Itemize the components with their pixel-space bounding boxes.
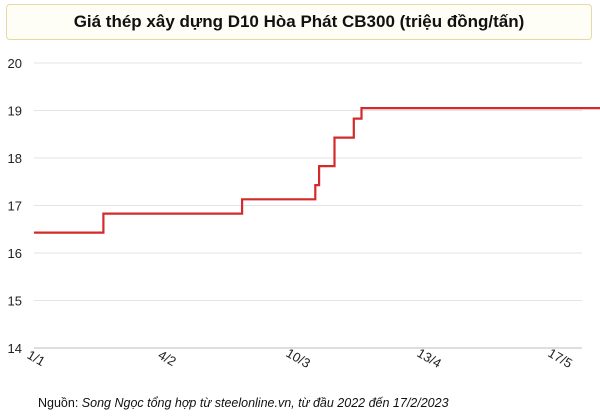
y-tick-label: 15 [8, 294, 22, 309]
y-tick-label: 17 [8, 199, 22, 214]
y-tick-label: 20 [8, 56, 22, 71]
y-tick-label: 19 [8, 104, 22, 119]
series-line [34, 107, 600, 234]
x-axis-ticks: 1/14/210/313/417/520/624/727/830/93/117/… [25, 345, 575, 371]
series-layer [34, 107, 600, 234]
source-note: Nguồn: Song Ngọc tổng hợp từ steelonline… [38, 396, 449, 410]
y-axis-ticks: 14 15 16 17 18 19 20 [8, 56, 22, 356]
x-tick-label: 10/3 [284, 345, 313, 371]
y-tick-label: 14 [8, 341, 22, 356]
y-tick-label: 16 [8, 246, 22, 261]
source-prefix: Nguồn: [38, 396, 79, 410]
source-text: Song Ngọc tổng hợp từ steelonline.vn, từ… [81, 396, 449, 410]
x-tick-label: 17/5 [546, 345, 575, 371]
x-tick-label: 4/2 [156, 347, 179, 369]
chart-title: Giá thép xây dựng D10 Hòa Phát CB300 (tr… [6, 4, 592, 40]
y-tick-label: 18 [8, 151, 22, 166]
gridlines [34, 62, 582, 349]
x-tick-label: 1/1 [25, 347, 48, 369]
x-tick-label: 13/4 [415, 345, 444, 371]
